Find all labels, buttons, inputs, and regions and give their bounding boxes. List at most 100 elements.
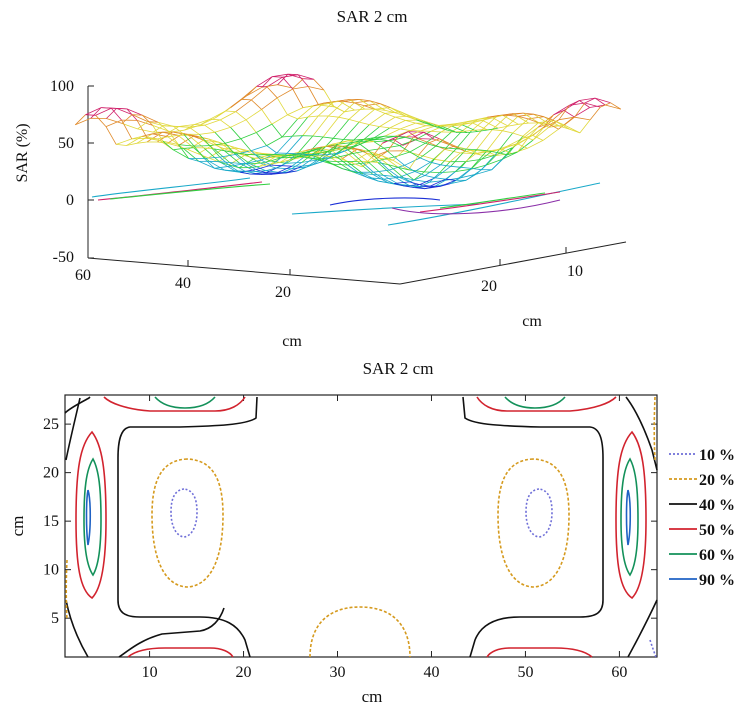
surface-mesh-line (245, 170, 261, 175)
surface-mesh-line (420, 119, 432, 124)
surface-mesh-line (369, 124, 380, 127)
surface-mesh-line (256, 76, 273, 87)
surface-mesh-line (269, 161, 281, 165)
surface-mesh-line (461, 166, 472, 169)
contour-50-bottom-left (127, 647, 234, 658)
surface-mesh-line (105, 126, 117, 145)
z-tick-label: 50 (58, 135, 74, 152)
surface-mesh-line (455, 161, 466, 172)
surface-mesh-line (307, 115, 319, 118)
surface-mesh-line (486, 159, 503, 166)
surface-mesh-line (270, 157, 282, 162)
surface-mesh-line (229, 145, 240, 150)
surface-mesh-line (318, 104, 335, 108)
surface-mesh-line (569, 102, 585, 106)
surface-mesh-line (230, 98, 242, 108)
contour-50-bottom-right (486, 647, 593, 658)
surface-mesh-line (250, 162, 261, 165)
surface-mesh-line (218, 161, 229, 166)
surface-mesh-line (476, 149, 487, 152)
surface-mesh-line (287, 114, 298, 120)
surface-mesh-line (261, 109, 273, 125)
surface-mesh-line (331, 163, 343, 169)
surface-mesh-line (467, 131, 478, 133)
surface-mesh-line (328, 100, 340, 104)
surface-mesh-line (275, 154, 286, 156)
surface-mesh-line (287, 73, 299, 76)
surface-mesh-line (285, 156, 297, 164)
surface-mesh-line (234, 170, 246, 172)
surface-mesh-line (234, 152, 245, 155)
surface-mesh-line (444, 148, 461, 154)
contour-50-right (615, 430, 647, 600)
surface-mesh-line (374, 108, 386, 114)
surface-mesh-line (538, 122, 550, 125)
surface-mesh-line (292, 78, 304, 89)
surface-mesh-line (256, 123, 273, 133)
surface-mesh-line (461, 130, 472, 132)
contour-20-right (497, 458, 570, 588)
surface-mesh-line (285, 154, 297, 157)
surface-mesh-line (362, 149, 373, 153)
surface-mesh-line (271, 123, 283, 138)
surface-mesh-line (332, 143, 343, 147)
surface-mesh-line (276, 135, 293, 154)
surface-mesh-line (589, 106, 601, 121)
surface-mesh-line (485, 150, 497, 156)
z-ticks (88, 85, 567, 275)
surface-mesh-line (379, 103, 391, 108)
surface-mesh-line (394, 135, 406, 138)
surface-mesh-line (286, 152, 298, 155)
surface-mesh-line (333, 106, 345, 113)
surface-mesh-line (383, 174, 394, 177)
surface-mesh-line (297, 105, 314, 120)
surface-mesh-line (131, 136, 143, 140)
surface-mesh-line (428, 138, 440, 144)
surface-mesh-line (392, 138, 404, 146)
surface-mesh-line (296, 151, 307, 158)
surface-mesh-line (326, 160, 338, 162)
surface-mesh-line (271, 164, 282, 167)
surface-mesh-line (312, 161, 323, 166)
surface-mesh-line (353, 138, 365, 141)
surface-mesh-line (297, 116, 308, 120)
contour-20-right-edge (653, 396, 656, 461)
surface-mesh-line (492, 114, 503, 119)
surface-mesh-line (400, 128, 411, 131)
surface-mesh-line (460, 168, 472, 179)
surface-mesh-line (424, 185, 435, 190)
surface-mesh-line (255, 169, 267, 174)
surface-mesh-line (245, 109, 262, 121)
surface-mesh-line (338, 100, 355, 111)
surface-mesh-line (383, 174, 399, 185)
surface-mesh-line (326, 145, 342, 150)
surface-mesh-line (235, 154, 246, 164)
y-tick-label: 15 (43, 513, 59, 530)
surface-mesh-line (321, 158, 333, 165)
surface-mesh-line (569, 100, 580, 106)
surface-mesh-line (347, 140, 359, 144)
surface-mesh-line (302, 164, 313, 167)
surface-mesh-line (323, 101, 334, 104)
surface-mesh-line (413, 136, 430, 144)
surface-mesh-line (235, 99, 252, 112)
surface-mesh-line (415, 122, 426, 127)
surface-mesh-line (193, 135, 204, 141)
surface-mesh-line (537, 114, 554, 128)
surface-mesh-line (405, 120, 416, 124)
surface-mesh-line (543, 116, 555, 121)
surface-mesh-line (173, 149, 189, 159)
surface-mesh-line (373, 169, 390, 173)
surface-mesh-line (382, 155, 399, 168)
surface-mesh-line (361, 156, 373, 168)
surface-mesh-line (435, 165, 452, 179)
surface-mesh-line (341, 158, 352, 164)
surface-mesh-line (224, 150, 241, 164)
surface-mesh-line (307, 154, 318, 156)
surface-mesh-line (327, 143, 339, 153)
surface-mesh-line (245, 119, 257, 133)
surface-mesh-line (327, 139, 344, 155)
surface-mesh-line (418, 154, 435, 160)
surface-mesh-line (373, 141, 385, 149)
surface-mesh-line (322, 143, 333, 148)
